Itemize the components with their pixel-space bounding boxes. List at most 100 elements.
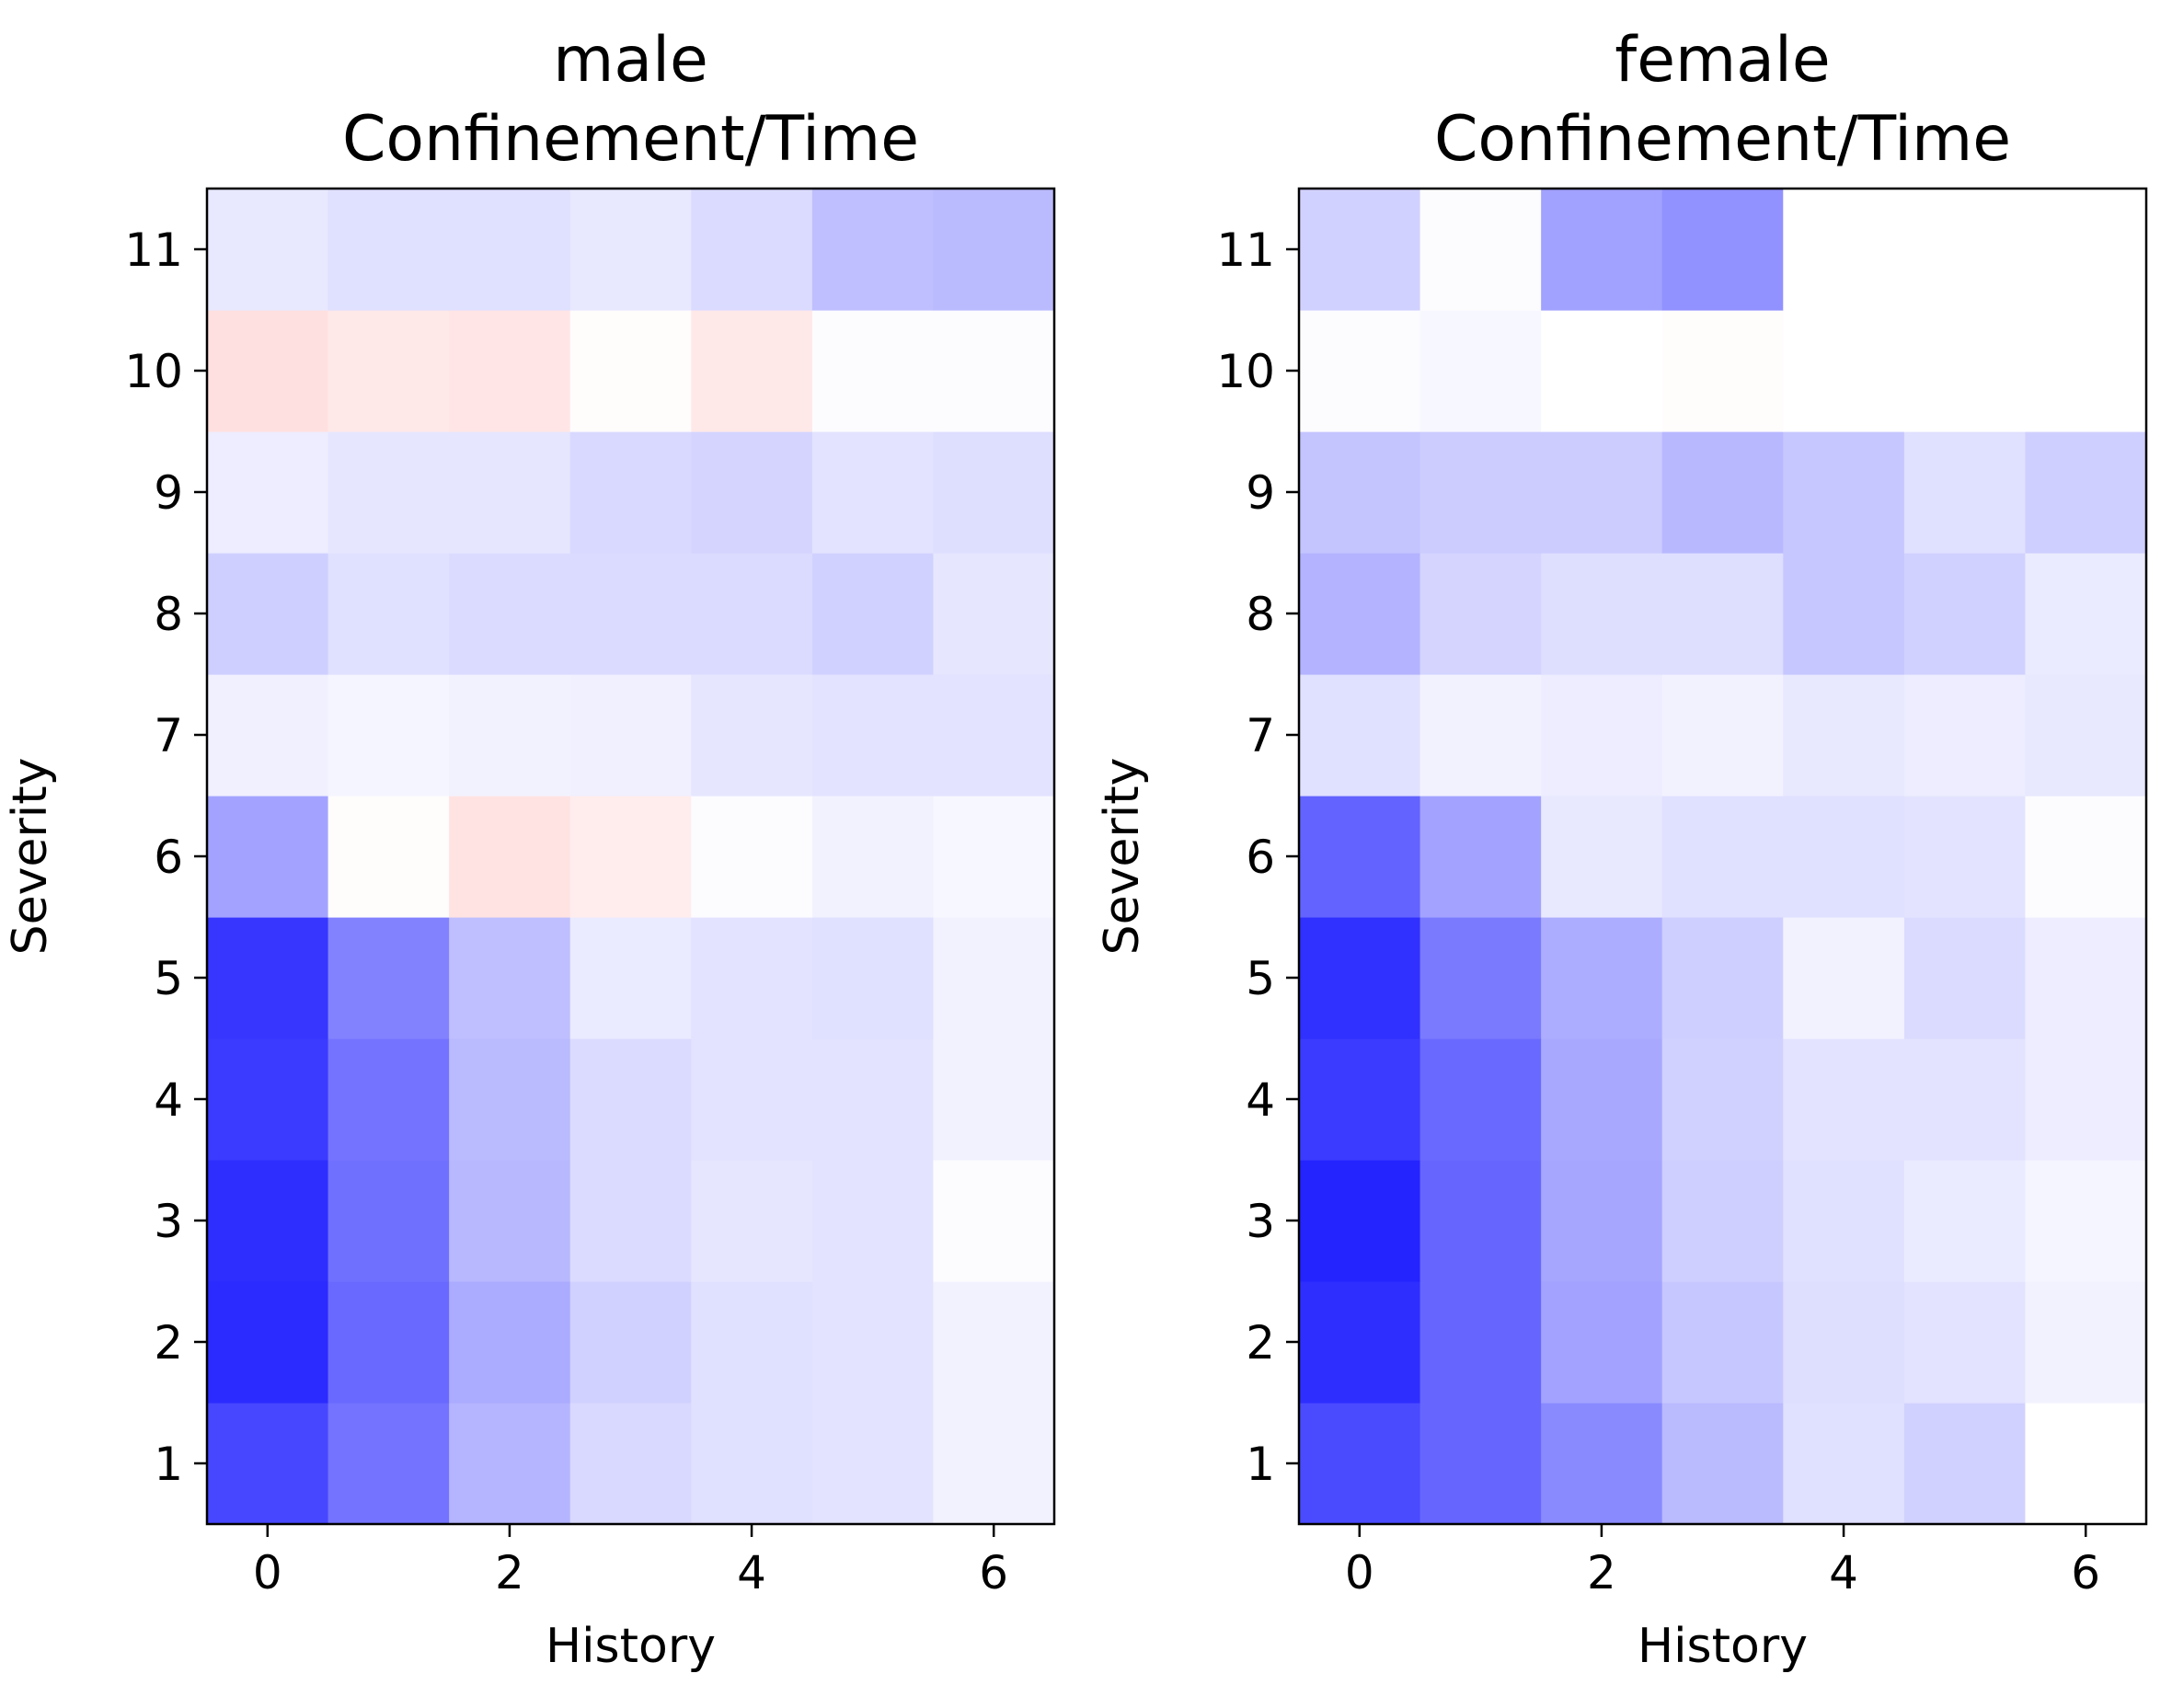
heatmap-cell [1299,796,1421,918]
heatmap-cell [691,1281,813,1404]
y-tick-label: 2 [1246,1316,1275,1370]
heatmap-cell [1299,1160,1421,1282]
heatmap-cell [1299,1281,1421,1404]
heatmap-cell [1541,1281,1663,1404]
heatmap-cell [1541,1038,1663,1161]
heatmap-panel-female: 0 2 4 6 1 2 3 4 5 6 7 8 9 10 11 History Severity femaleCo… [1095,24,2148,1674]
x-axis-label: History [546,1619,716,1674]
heatmap-cell [1783,431,1905,554]
heatmap-cell [1299,310,1421,432]
x-tick-label: 0 [253,1546,282,1599]
heatmap-cell [2025,1281,2147,1404]
heatmap-cell [2025,310,2147,432]
y-tick-label: 9 [1246,466,1275,520]
heatmap-cell [328,1281,450,1404]
heatmap-cell [1419,189,1542,311]
heatmap-cell [2025,674,2147,797]
y-tick-label: 1 [1246,1438,1275,1491]
heatmap-cell [811,431,935,554]
heatmap-cell [1783,1403,1905,1525]
y-tick-label: 10 [1216,345,1275,398]
heatmap-cell [207,1281,329,1404]
heatmap-cell [811,917,935,1039]
heatmap-cell [1661,189,1784,311]
heatmap-cell [328,917,450,1039]
heatmap-cell [207,431,329,554]
y-tick-label: 10 [124,345,183,398]
y-axis-label: Severity [1095,758,1150,956]
heatmap-cell [1541,189,1663,311]
y-tick-label: 3 [1246,1195,1275,1248]
heatmap-cell [207,1038,329,1161]
heatmap-cell [569,1281,692,1404]
heatmap-cell [1903,674,2027,797]
heatmap-cell [2025,553,2147,675]
y-tick-label: 1 [154,1438,183,1491]
heatmap-cell [1903,310,2027,432]
heatmap-cell [1541,553,1663,675]
heatmap-cell [1783,1160,1905,1282]
heatmap-cell [1299,431,1421,554]
heatmap-cell [1783,674,1905,797]
chart-title-line: Confinement/Time [342,103,919,176]
heatmap-cell [1299,1038,1421,1161]
heatmap-cell [1903,1038,2027,1161]
heatmap-cell [2025,189,2147,311]
heatmap-cell [691,1038,813,1161]
heatmap-cell [328,796,450,918]
heatmap-cell [1419,1403,1542,1525]
heatmap-cell [933,1281,1055,1404]
heatmap-cell [1299,553,1421,675]
y-tick-label: 11 [1216,224,1275,277]
heatmap-cell [328,189,450,311]
heatmap-cell [449,1403,571,1525]
x-tick-label: 6 [979,1546,1008,1599]
heatmap-cell [811,674,935,797]
heatmap-cell [449,1038,571,1161]
heatmap-cell [933,1038,1055,1161]
heatmap-cell [1419,796,1542,918]
y-tick-label: 5 [154,952,183,1005]
heatmap-cell [328,1038,450,1161]
heatmap-cell [1903,796,2027,918]
heatmap-cell [691,189,813,311]
y-tick-label: 4 [1246,1073,1275,1127]
heatmap-cell [328,674,450,797]
heatmap-cell [1541,1403,1663,1525]
heatmap-cell [569,917,692,1039]
chart-title-line: female [1615,24,1830,97]
heatmap-cell [2025,1160,2147,1282]
heatmap-cell [1903,1281,2027,1404]
heatmap-cell [207,1403,329,1525]
heatmap-cell [691,917,813,1039]
heatmap-cell [449,189,571,311]
heatmap-cell [1783,189,1905,311]
heatmap-cell [691,1403,813,1525]
heatmap-cell [811,1403,935,1525]
heatmap-cell [933,917,1055,1039]
heatmap-cell [449,796,571,918]
heatmap-cell [1783,1281,1905,1404]
heatmap-cell [1661,796,1784,918]
heatmap-cell [569,1038,692,1161]
heatmap-cell [1783,796,1905,918]
heatmap-cell [1661,917,1784,1039]
heatmap-cell [1903,1160,2027,1282]
heatmap-cell [691,310,813,432]
heatmap-cell [328,1403,450,1525]
y-tick-label: 2 [154,1316,183,1370]
heatmap-cell [449,553,571,675]
heatmap-cell [1661,674,1784,797]
heatmap-cell [328,1160,450,1282]
heatmap-cell [1299,189,1421,311]
heatmap-cell [328,553,450,675]
heatmap-cell [328,431,450,554]
heatmap-cell [1661,553,1784,675]
heatmap-cell [691,1160,813,1282]
heatmap-cell [1299,674,1421,797]
heatmap-cell [207,674,329,797]
heatmap-cell [1903,1403,2027,1525]
heatmap-cell [1783,917,1905,1039]
y-tick-label: 7 [1246,709,1275,762]
y-axis-label: Severity [3,758,58,956]
